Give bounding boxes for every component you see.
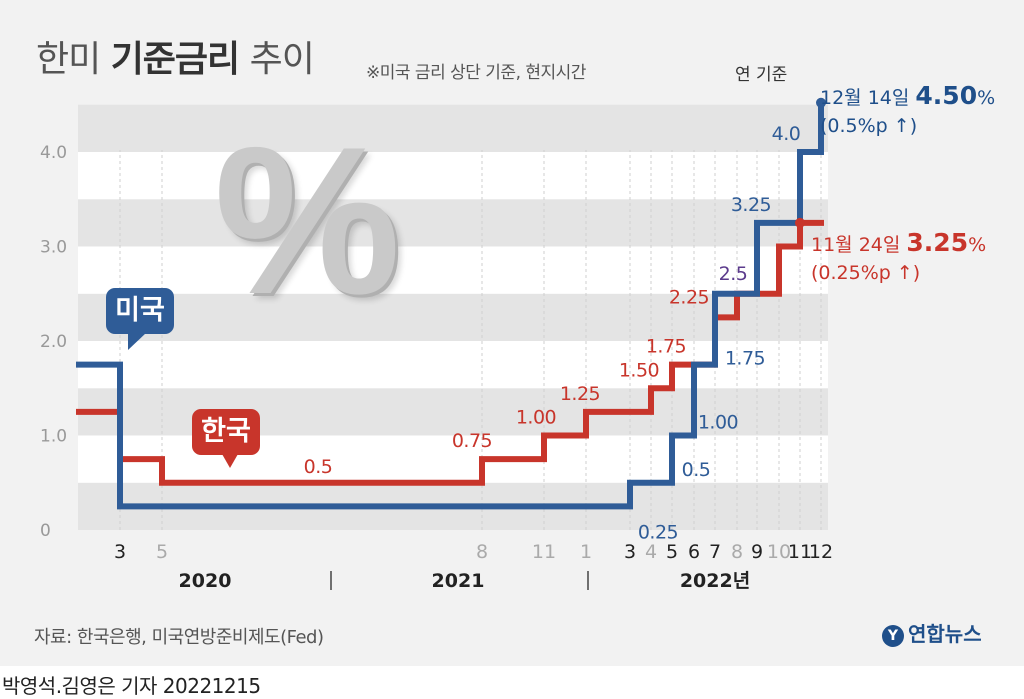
y-tick-label: 1.0 [40, 427, 67, 447]
y-tick-label: 2.0 [40, 332, 67, 352]
x-month-label: 8 [731, 541, 743, 563]
kr-latest-callout: 11월 24일 3.25% (0.25%p ↑) [811, 229, 986, 287]
logo-mark-icon: Y [882, 624, 904, 647]
kr-data-label: 1.50 [619, 359, 659, 381]
us-callout-date: 12월 14일 [820, 87, 916, 109]
kr-callout-change: (0.25%p ↑) [811, 262, 921, 284]
page-title: 한미 기준금리 추이 [36, 30, 315, 82]
us-data-label: 0.25 [638, 521, 678, 543]
x-month-label: 3 [114, 541, 126, 563]
kr-callout-date: 11월 24일 [811, 234, 907, 256]
title-note: ※미국 금리 상단 기준, 현지시간 [366, 63, 586, 83]
us-callout-change: (0.5%p ↑) [820, 115, 918, 137]
kr-data-label: 0.75 [452, 430, 492, 452]
y-tick-label: 0 [40, 521, 51, 541]
x-month-label: 8 [476, 541, 488, 563]
kr-tag: 한국 [192, 409, 260, 455]
kr-data-label: 1.25 [560, 383, 600, 405]
x-year-label: 2022년 [680, 570, 750, 592]
title-part-2: 추이 [239, 39, 315, 80]
kr-callout-pct: % [968, 234, 987, 256]
x-month-label: 7 [709, 541, 721, 563]
chart-card: 0 1.0 2.0 3.0 4.0 0.25 0.5 1.00 1.75 3.25 4.0 0.5 0.… [0, 0, 1024, 666]
kr-data-label: 1.75 [646, 336, 686, 358]
us-data-label: 0.5 [682, 459, 711, 481]
shared-data-label: 2.5 [719, 263, 748, 285]
us-callout-pct: % [977, 87, 996, 109]
x-month-label: 5 [666, 541, 678, 563]
x-month-label: 11 [788, 541, 812, 563]
title-part-1: 한미 [36, 39, 111, 80]
x-month-label: 12 [809, 541, 833, 563]
yonhap-logo: Y 연합뉴스 [882, 618, 982, 647]
us-data-label: 1.75 [725, 348, 765, 370]
x-month-label: 5 [156, 541, 168, 563]
grid-band [78, 104, 828, 152]
kr-tag-pointer [222, 454, 238, 468]
grid-band [78, 293, 828, 341]
rate-chart: 0 1.0 2.0 3.0 4.0 0.25 0.5 1.00 1.75 3.25 4.0 0.5 0.… [40, 97, 833, 592]
kr-data-label: 1.00 [516, 407, 556, 429]
percent-decoration: % [214, 103, 401, 338]
x-year-label: 2021 [432, 570, 485, 592]
byline: 박영석.김영은 기자 20221215 [2, 674, 261, 698]
us-callout-rate: 4.50 [915, 81, 978, 110]
series-line-kr [76, 219, 824, 486]
x-month-label: 9 [751, 541, 763, 563]
series-line-us [76, 104, 824, 510]
us-data-label: 3.25 [731, 194, 771, 216]
unit-label: 연 기준 [735, 65, 788, 85]
x-year-label: 2020 [179, 570, 232, 592]
us-latest-callout: 12월 14일 4.50% (0.5%p ↑) [820, 82, 995, 140]
us-end-dot [816, 97, 826, 108]
grid-band [78, 246, 828, 294]
x-month-label: 3 [624, 541, 636, 563]
us-data-label: 4.0 [772, 123, 801, 145]
logo-text: 연합뉴스 [908, 622, 982, 646]
source-note: 자료: 한국은행, 미국연방준비제도(Fed) [34, 627, 324, 648]
x-month-label: 4 [645, 541, 657, 563]
title-bold: 기준금리 [110, 39, 240, 80]
us-tag: 미국 [106, 288, 174, 334]
x-month-label: 11 [532, 541, 556, 563]
grid-band [78, 199, 828, 247]
us-tag-pointer [128, 333, 146, 350]
grid-band [78, 152, 828, 200]
x-month-label: 10 [767, 541, 791, 563]
kr-data-label: 0.5 [304, 456, 333, 478]
y-tick-label: 4.0 [40, 143, 67, 163]
x-month-label: 1 [580, 541, 592, 563]
kr-data-label: 2.25 [669, 286, 709, 308]
kr-callout-rate: 3.25 [906, 228, 969, 257]
x-month-label: 6 [688, 541, 700, 563]
y-tick-label: 3.0 [40, 238, 67, 258]
kr-end-dot [795, 217, 805, 228]
us-data-label: 1.00 [698, 412, 738, 434]
